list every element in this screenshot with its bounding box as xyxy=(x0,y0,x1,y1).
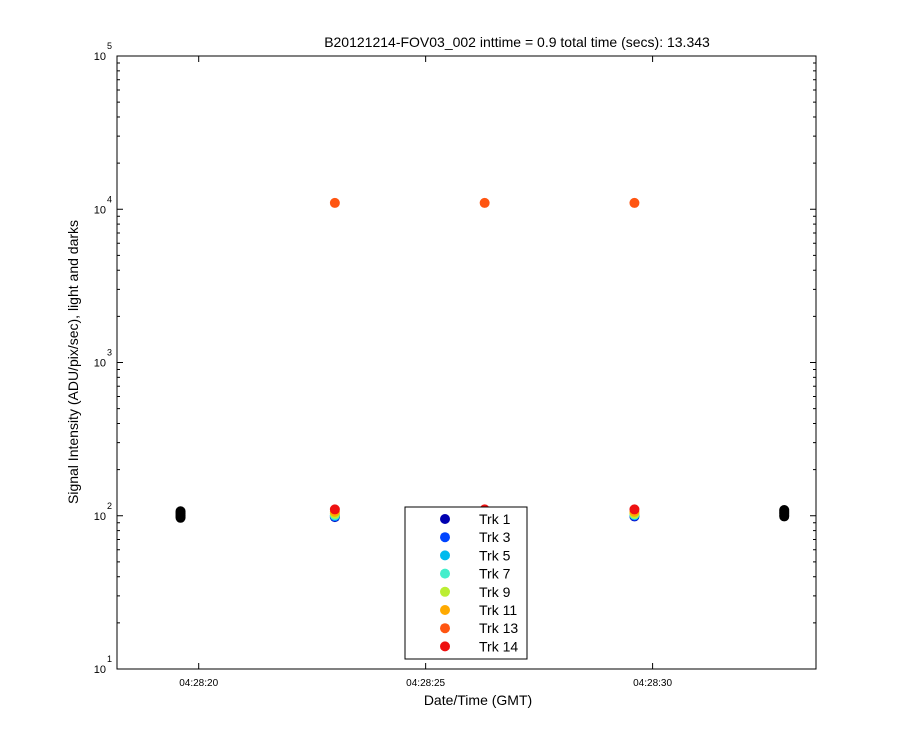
legend-marker xyxy=(440,532,450,543)
y-tick-label: 10 xyxy=(94,511,106,523)
y-axis-title: Signal Intensity (ADU/pix/sec), light an… xyxy=(65,220,81,504)
y-tick-exponent: 3 xyxy=(107,348,112,358)
legend-label: Trk 9 xyxy=(479,584,511,600)
chart-title: B20121214-FOV03_002 inttime = 0.9 total … xyxy=(324,34,710,50)
legend-label: Trk 5 xyxy=(479,547,511,563)
legend-label: Trk 7 xyxy=(479,566,511,582)
point-trk-14 xyxy=(629,504,640,515)
x-tick-label: 04:28:30 xyxy=(633,678,672,689)
x-tick-label: 04:28:25 xyxy=(406,678,445,689)
y-tick-exponent: 1 xyxy=(107,654,112,664)
point-trk-13 xyxy=(629,197,640,208)
x-axis: 04:28:20 04:28:25 04:28:30 xyxy=(179,56,672,689)
point-trk-13 xyxy=(329,197,340,208)
legend-label: Trk 13 xyxy=(479,620,518,636)
dark-point xyxy=(779,505,790,516)
y-tick-exponent: 5 xyxy=(107,41,112,51)
legend: Trk 1 Trk 3 Trk 5 Trk 7 Trk 9 Trk 11 Trk 13 Trk… xyxy=(404,506,528,660)
legend-label: Trk 11 xyxy=(479,602,517,618)
point-trk-14 xyxy=(329,504,340,515)
legend-marker xyxy=(440,514,450,524)
x-axis-title: Date/Time (GMT) xyxy=(424,692,532,708)
y-tick-exponent: 4 xyxy=(107,194,112,204)
legend-marker xyxy=(440,586,450,597)
legend-marker xyxy=(440,605,450,615)
y-tick-label: 10 xyxy=(94,358,106,370)
legend-label: Trk 14 xyxy=(479,638,518,654)
legend-marker xyxy=(440,568,450,579)
legend-marker xyxy=(440,623,450,634)
legend-label: Trk 3 xyxy=(479,529,511,545)
legend-marker xyxy=(440,641,450,652)
legend-label: Trk 1 xyxy=(479,511,511,527)
y-tick-label: 10 xyxy=(94,204,106,216)
y-tick-exponent: 2 xyxy=(107,501,112,511)
x-tick-label: 04:28:20 xyxy=(179,678,218,689)
legend-marker xyxy=(440,550,450,561)
point-trk-13 xyxy=(479,197,490,208)
y-tick-label: 10 xyxy=(94,664,106,676)
dark-point xyxy=(175,506,186,517)
legend-box xyxy=(404,506,528,660)
y-tick-label: 10 xyxy=(94,51,106,63)
